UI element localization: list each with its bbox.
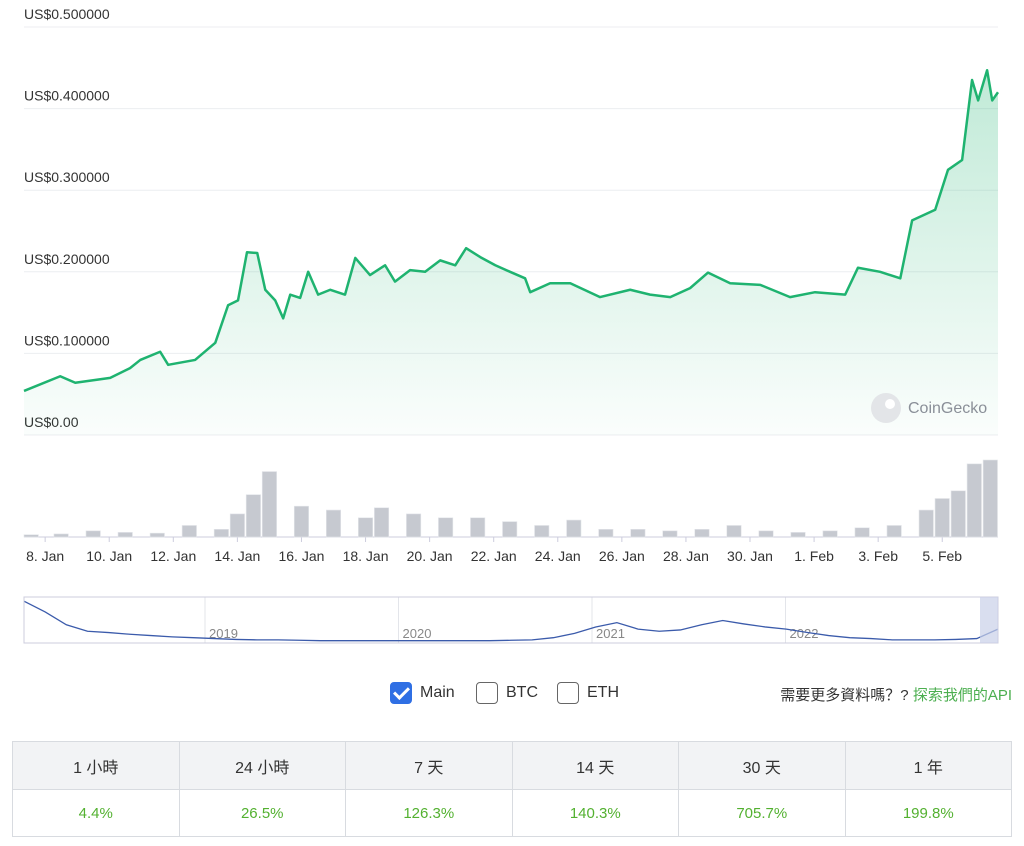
- volume-bar: [23, 534, 39, 538]
- volume-bar: [662, 530, 678, 538]
- volume-bar: [85, 530, 101, 538]
- x-tick-label: 28. Jan: [663, 548, 709, 564]
- navigator-line: [23, 600, 999, 642]
- x-tick-label: 5. Feb: [922, 548, 962, 564]
- watermark: CoinGecko: [871, 393, 987, 423]
- volume-bar: [325, 509, 342, 538]
- volume-bar: [726, 525, 742, 538]
- volume-bar: [966, 463, 982, 538]
- table-value: 4.4%: [12, 789, 180, 837]
- y-tick-label: US$0.200000: [24, 251, 110, 267]
- chart: US$0.00US$0.100000US$0.200000US$0.300000…: [23, 6, 1000, 644]
- checkbox[interactable]: [557, 682, 579, 704]
- checkbox[interactable]: [390, 682, 412, 704]
- checkbox[interactable]: [476, 682, 498, 704]
- table-header: 1 年: [844, 741, 1012, 790]
- navigator-year: 2019: [209, 626, 238, 641]
- volume-bar: [245, 494, 261, 538]
- volume-bar: [438, 517, 454, 538]
- y-tick-label: US$0.400000: [24, 88, 110, 104]
- volume-bar: [822, 530, 838, 538]
- api-link[interactable]: 探索我們的API: [912, 687, 1012, 704]
- navigator-year: 2020: [403, 626, 432, 641]
- navigator-selection[interactable]: [980, 597, 998, 643]
- x-tick-label: 16. Jan: [278, 548, 324, 564]
- x-tick-label: 20. Jan: [407, 548, 453, 564]
- table-header: 14 天: [511, 741, 679, 790]
- volume-bar: [790, 532, 806, 538]
- volume-bar: [630, 528, 646, 538]
- volume-bar: [598, 528, 614, 538]
- volume-bar: [950, 490, 966, 538]
- table-value: 199.8%: [844, 789, 1012, 837]
- volume-bar: [982, 459, 998, 538]
- checkbox-label: Main: [420, 684, 455, 701]
- volume-bar: [374, 507, 390, 538]
- volume-bar: [502, 521, 518, 538]
- x-tick-label: 1. Feb: [794, 548, 834, 564]
- table-header: 7 天: [345, 741, 513, 790]
- volume-bar: [117, 532, 133, 538]
- table-header: 24 小時: [178, 741, 346, 790]
- volume-bar: [534, 525, 550, 538]
- x-tick-label: 14. Jan: [214, 548, 260, 564]
- volume-bar: [406, 513, 422, 538]
- volume-bar: [181, 525, 197, 538]
- volume-bar: [934, 498, 950, 538]
- volume-bar: [470, 517, 486, 538]
- x-tick-label: 10. Jan: [86, 548, 132, 564]
- x-tick-label: 8. Jan: [26, 548, 64, 564]
- x-tick-label: 12. Jan: [150, 548, 196, 564]
- table-value: 26.5%: [178, 789, 346, 837]
- y-tick-label: US$0.300000: [24, 169, 110, 185]
- volume-bar: [886, 525, 902, 538]
- volume-bar: [918, 509, 934, 538]
- y-tick-label: US$0.100000: [24, 332, 110, 348]
- watermark-text: CoinGecko: [908, 400, 987, 417]
- checkbox-label: BTC: [506, 684, 538, 701]
- volume-bar: [149, 532, 165, 538]
- volume-bar: [53, 533, 69, 538]
- price-line: [23, 68, 1000, 393]
- x-tick-label: 3. Feb: [858, 548, 898, 564]
- volume-bar: [854, 527, 870, 538]
- checkbox-option[interactable]: BTC: [476, 682, 538, 704]
- api-prompt: 需要更多資料嗎？? 探索我們的API: [780, 684, 1012, 705]
- volume-bar: [358, 517, 374, 538]
- navigator-year: 2021: [596, 626, 625, 641]
- x-tick-label: 24. Jan: [535, 548, 581, 564]
- table-value: 140.3%: [511, 789, 679, 837]
- x-tick-label: 22. Jan: [471, 548, 517, 564]
- x-tick-label: 18. Jan: [343, 548, 389, 564]
- table-header: 30 天: [678, 741, 846, 790]
- volume-bar: [566, 519, 582, 538]
- volume-bar: [213, 528, 229, 538]
- table-value: 705.7%: [678, 789, 846, 837]
- volume-bar: [261, 471, 277, 538]
- volume-bar: [293, 505, 309, 538]
- table-value: 126.3%: [345, 789, 513, 837]
- value-row: 4.4% 26.5% 126.3% 140.3% 705.7% 199.8%: [12, 789, 1012, 837]
- prompt: 需要更多資料嗎？?: [780, 687, 909, 704]
- volume-bar: [229, 513, 245, 538]
- y-tick-label: US$0.500000: [24, 6, 110, 22]
- x-tick-label: 30. Jan: [727, 548, 773, 564]
- volume-bar: [758, 530, 774, 538]
- volume-bar: [694, 528, 710, 538]
- table-header: 1 小時: [12, 741, 180, 790]
- checkbox-option[interactable]: ETH: [557, 682, 619, 704]
- checkbox-option[interactable]: Main: [390, 682, 455, 704]
- checkbox-label: ETH: [587, 684, 619, 701]
- controls: Main BTC ETH 需要更多資料嗎？? 探索我們的API: [0, 680, 1024, 710]
- x-tick-label: 26. Jan: [599, 548, 645, 564]
- price-area: [24, 70, 998, 436]
- navigator-year: 2022: [790, 626, 819, 641]
